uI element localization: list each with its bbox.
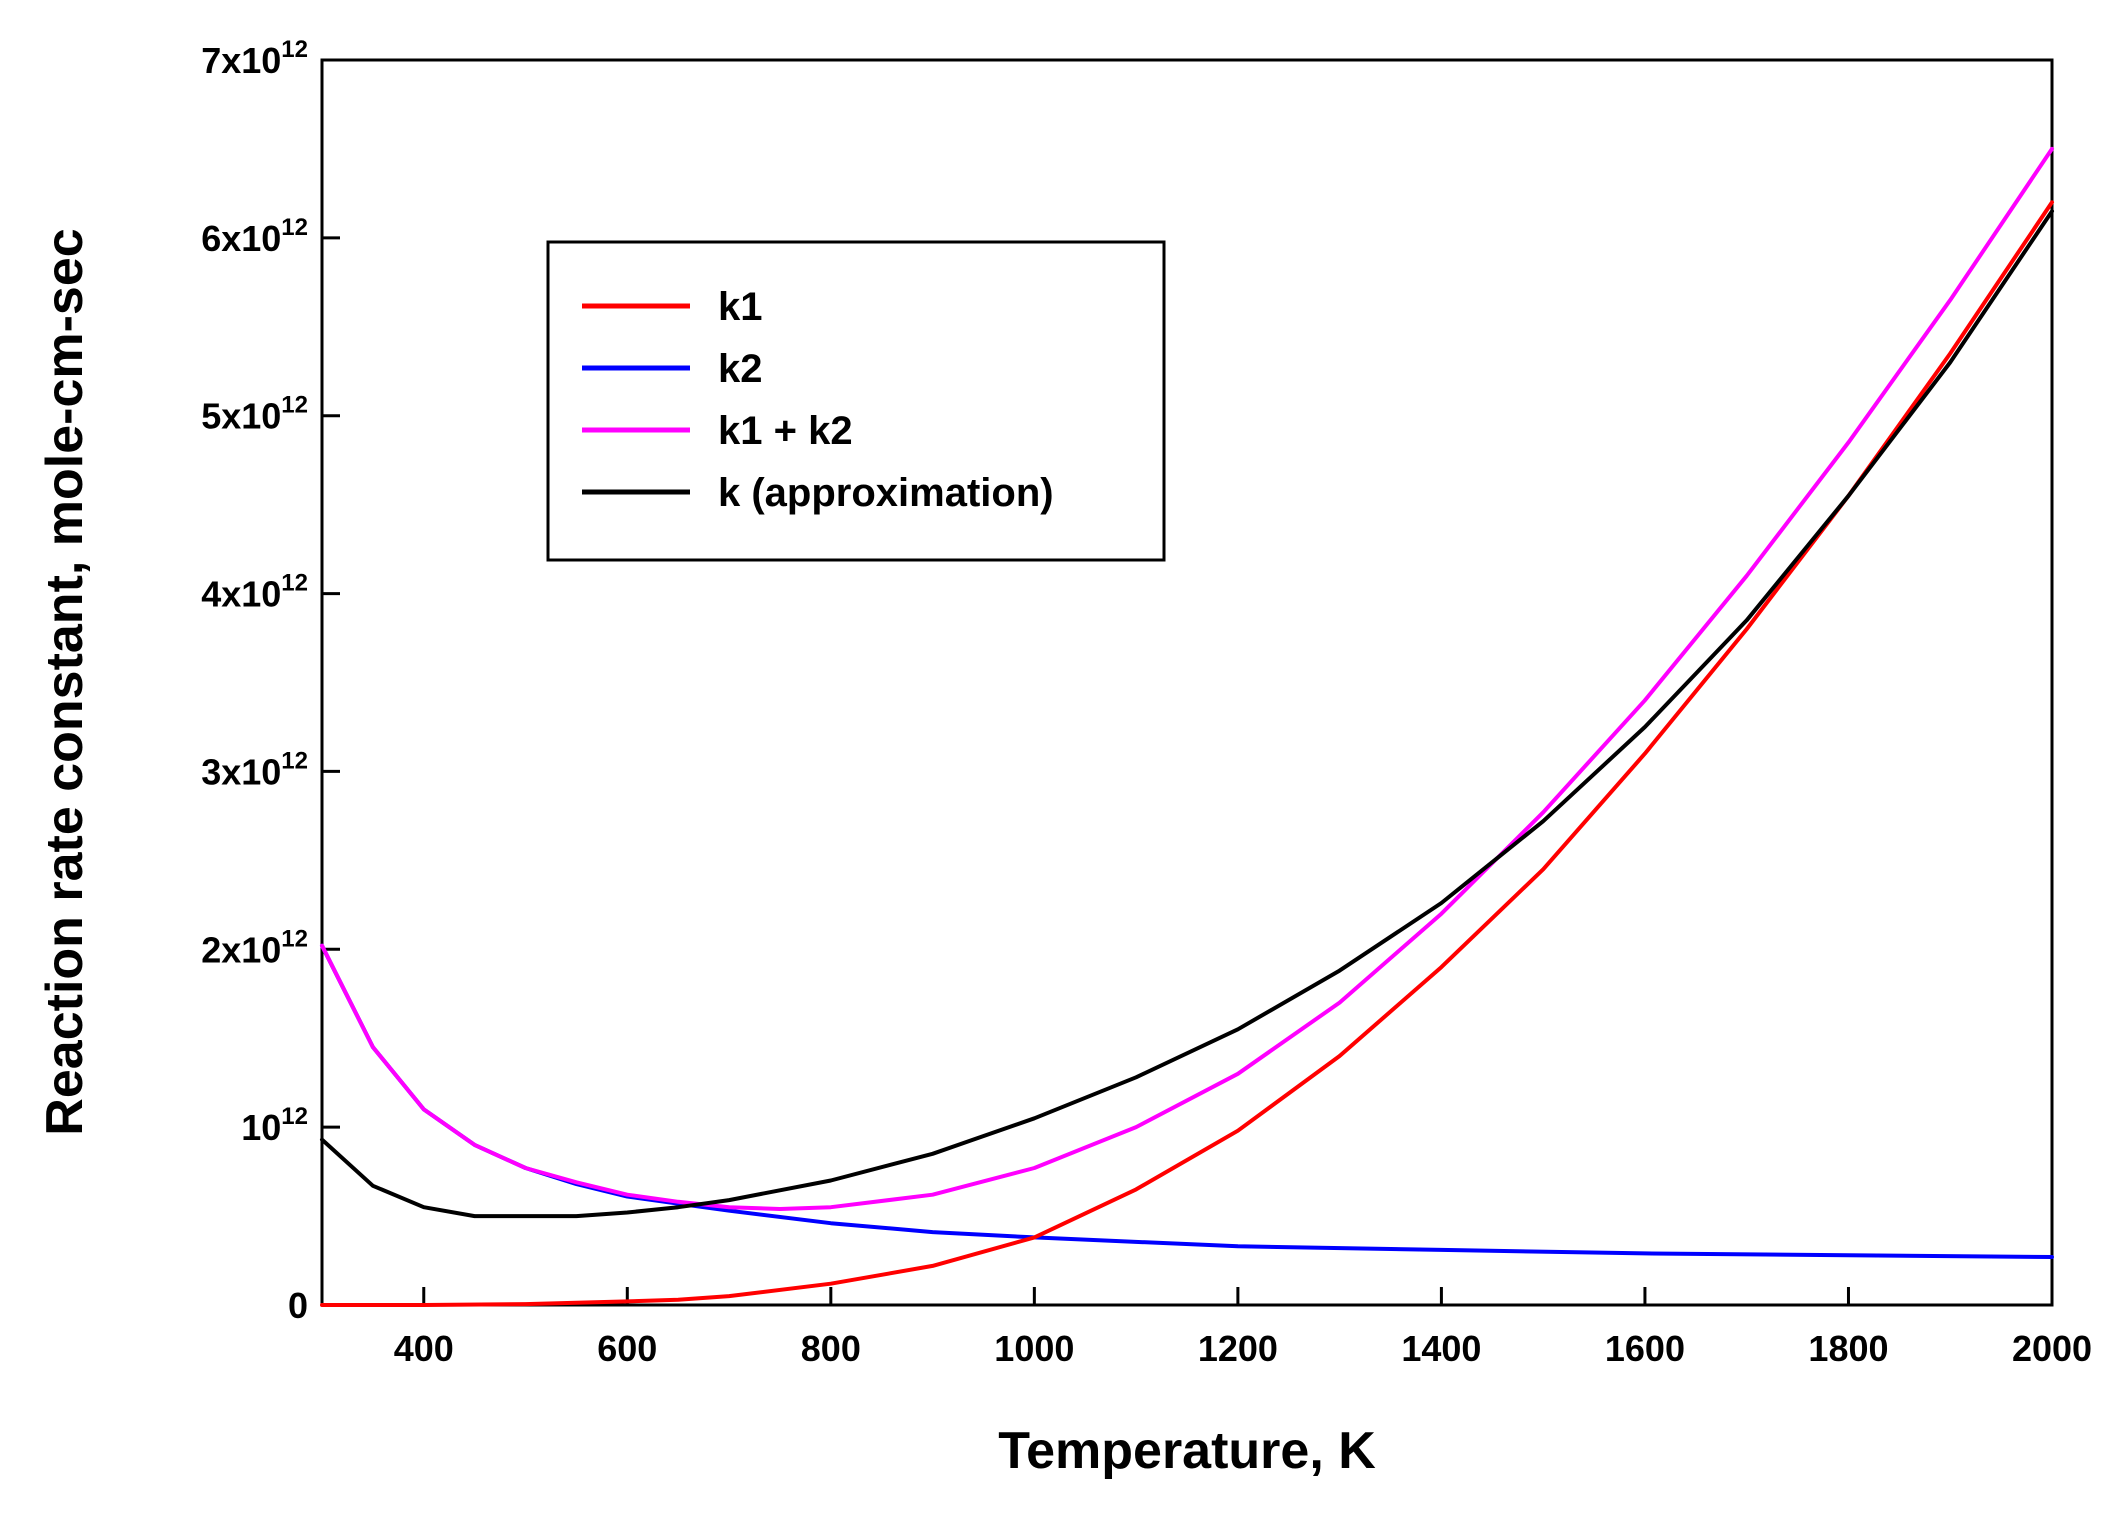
y-tick-label: 4x1012 [201, 570, 308, 615]
legend-label: k2 [718, 347, 763, 391]
legend: k1 k2 k1 + k2 k (approximation) [546, 240, 1166, 562]
y-axis-title: Reaction rate constant, mole-cm-sec [36, 228, 94, 1135]
x-tick-label: 1000 [994, 1328, 1074, 1369]
x-tick-label: 1400 [1401, 1328, 1481, 1369]
y-tick-label: 3x1012 [201, 747, 308, 792]
x-axis-title: Temperature, K [998, 1422, 1376, 1480]
legend-label: k (approximation) [718, 471, 1054, 515]
y-tick-label: 0 [288, 1285, 308, 1326]
y-tick-label: 1012 [241, 1103, 308, 1148]
x-tick-label: 2000 [2012, 1328, 2092, 1369]
x-tick-label: 1600 [1605, 1328, 1685, 1369]
y-tick-label: 6x1012 [201, 214, 308, 259]
y-axis-ticks: 0 1012 2x1012 3x1012 4x1012 5x1012 6x1012 7x101… [201, 36, 340, 1326]
x-axis-ticks: 400 600 800 1000 1200 1400 1600 1800 2000 [394, 1287, 2092, 1369]
y-tick-label: 5x1012 [201, 392, 308, 437]
y-tick-label: 2x1012 [201, 925, 308, 970]
legend-label: k1 + k2 [718, 409, 853, 453]
series-line-k-approximation [320, 209, 2054, 1219]
legend-items: k1 k2 k1 + k2 k (approximation) [582, 285, 1054, 515]
x-tick-label: 800 [801, 1328, 861, 1369]
x-tick-label: 600 [597, 1328, 657, 1369]
series-lines [320, 146, 2054, 1307]
x-tick-label: 400 [394, 1328, 454, 1369]
x-tick-label: 1200 [1198, 1328, 1278, 1369]
series-line-k1 [320, 200, 2054, 1307]
legend-label: k1 [718, 285, 763, 329]
series-line-k1-k2 [320, 146, 2054, 1211]
x-tick-label: 1800 [1808, 1328, 1888, 1369]
y-tick-label: 7x1012 [201, 36, 308, 81]
legend-box [546, 240, 1166, 562]
